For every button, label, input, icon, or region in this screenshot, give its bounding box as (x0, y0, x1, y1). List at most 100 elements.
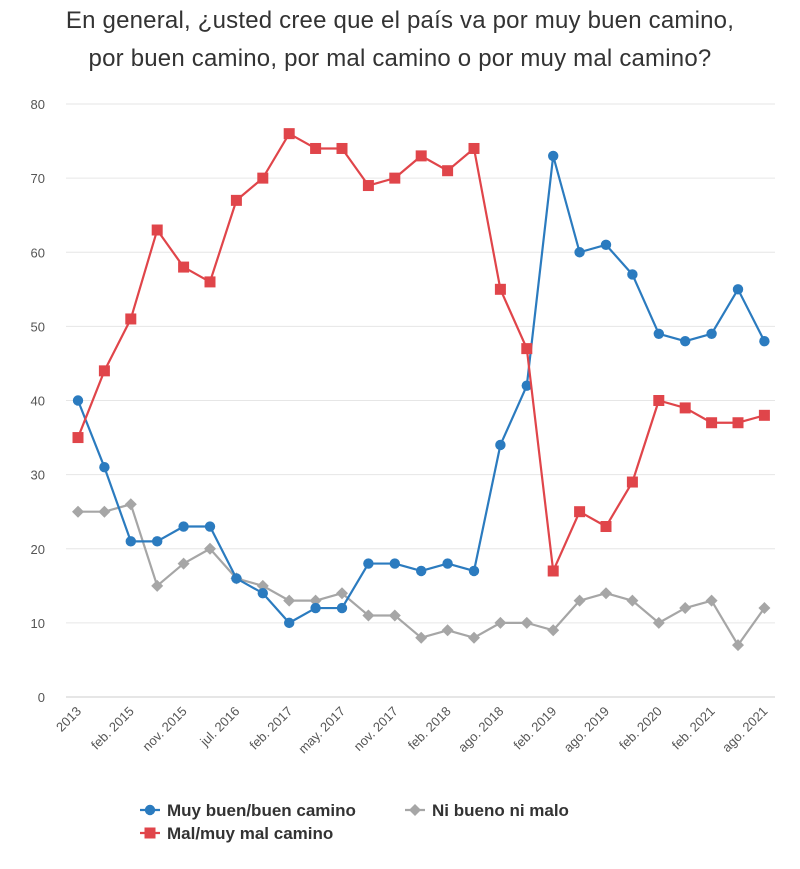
data-point (416, 565, 427, 577)
series-0 (72, 150, 770, 629)
data-point (679, 602, 692, 615)
data-point (574, 506, 586, 518)
y-tick-label: 20 (31, 542, 45, 557)
legend-label: Ni bueno ni malo (432, 801, 569, 820)
data-point (680, 336, 691, 347)
data-point (626, 476, 638, 488)
data-point (573, 594, 586, 607)
y-tick-label: 50 (31, 319, 45, 334)
data-point (495, 439, 506, 451)
y-tick-label: 70 (31, 171, 45, 186)
x-tick-label: nov. 2017 (351, 704, 401, 754)
legend-label: Mal/muy mal camino (167, 824, 333, 843)
data-point (336, 602, 348, 614)
data-point (759, 336, 770, 347)
data-point (125, 536, 136, 547)
data-point (204, 276, 216, 288)
y-axis-ticks: 0 10 20 30 40 50 60 70 80 (31, 97, 45, 705)
data-point (257, 588, 268, 599)
x-tick-label: 2013 (53, 704, 84, 735)
data-point (177, 557, 190, 570)
data-point (256, 579, 269, 592)
grid-lines (66, 103, 775, 698)
data-point (151, 224, 163, 236)
data-point (72, 432, 84, 444)
data-point (72, 505, 84, 518)
data-point (626, 594, 639, 607)
data-point (204, 542, 216, 555)
x-tick-label: feb. 2021 (669, 704, 718, 753)
data-point (732, 639, 744, 652)
series-layer (72, 128, 771, 652)
data-point (758, 409, 770, 421)
x-tick-label: ago. 2018 (455, 704, 507, 756)
data-point (574, 247, 585, 258)
data-point (520, 616, 533, 629)
data-point (627, 269, 638, 280)
data-point (178, 261, 190, 273)
data-point (758, 602, 771, 615)
x-tick-label: may. 2017 (295, 704, 348, 757)
data-point (653, 328, 664, 339)
legend-item: Mal/muy mal camino (140, 824, 333, 843)
data-point (204, 521, 216, 532)
data-point (336, 587, 348, 600)
data-point (363, 558, 374, 569)
data-point (732, 417, 744, 429)
data-point (521, 380, 532, 391)
x-tick-label: ago. 2019 (561, 704, 613, 756)
data-point (441, 624, 454, 637)
series-1 (72, 128, 770, 577)
y-tick-label: 80 (31, 97, 45, 112)
legend-item: Muy buen/buen camino (140, 801, 356, 820)
data-point (283, 594, 296, 607)
x-tick-label: feb. 2015 (88, 704, 137, 753)
y-tick-label: 30 (31, 468, 45, 483)
data-point (521, 343, 533, 355)
x-tick-label: ago. 2021 (719, 704, 771, 756)
series-line (76, 132, 765, 573)
data-point (706, 328, 717, 339)
data-point (468, 142, 480, 154)
x-tick-label: jul. 2016 (196, 704, 242, 750)
data-point (98, 505, 111, 518)
legend-marker (409, 804, 421, 816)
data-point (600, 239, 612, 251)
chart-title-line-1: En general, ¿usted cree que el país va p… (65, 7, 735, 34)
data-point (389, 558, 400, 569)
y-tick-label: 40 (31, 394, 45, 409)
y-tick-label: 10 (31, 616, 45, 631)
data-point (548, 150, 559, 162)
legend-marker (144, 827, 156, 839)
data-point (99, 462, 110, 473)
data-point (732, 284, 744, 295)
series-2 (72, 498, 771, 652)
data-point (494, 616, 507, 629)
legend-label: Muy buen/buen camino (167, 801, 356, 820)
chart-title: En general, ¿usted cree que el país va p… (0, 2, 800, 78)
data-point (600, 587, 612, 600)
x-tick-label: feb. 2020 (616, 704, 665, 753)
data-point (310, 602, 321, 614)
data-point (362, 609, 375, 622)
data-point (494, 283, 506, 295)
chart-title-line-2: por buen camino, por mal camino o por mu… (88, 45, 712, 72)
data-point (125, 313, 137, 325)
x-tick-label: nov. 2015 (139, 704, 189, 754)
data-point (152, 536, 163, 547)
data-point (230, 194, 242, 206)
y-tick-label: 60 (31, 245, 45, 260)
x-tick-label: feb. 2017 (246, 704, 295, 753)
legend-marker (144, 804, 156, 816)
x-tick-label: feb. 2018 (405, 704, 454, 753)
data-point (705, 594, 718, 607)
legend-item: Ni bueno ni malo (405, 801, 569, 820)
data-point (653, 395, 665, 406)
data-point (679, 402, 691, 414)
data-point (310, 142, 322, 154)
data-point (547, 565, 559, 577)
data-point (442, 558, 453, 569)
data-point (178, 521, 189, 532)
data-point (309, 594, 322, 607)
data-point (231, 573, 242, 584)
